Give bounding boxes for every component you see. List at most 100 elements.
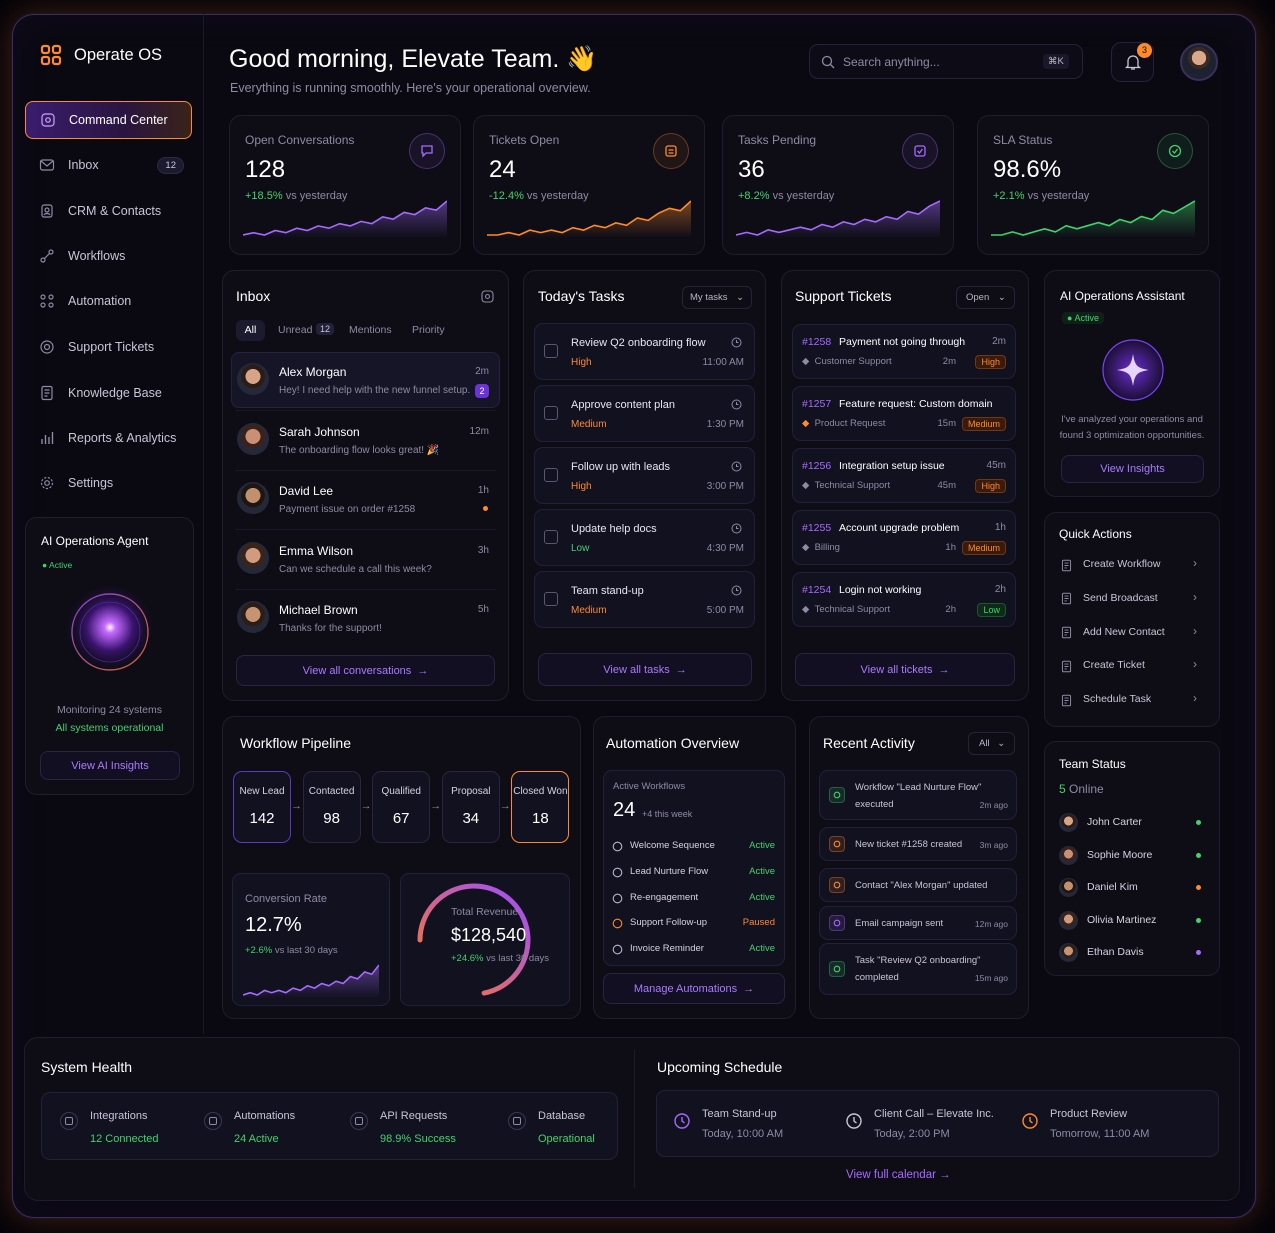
tasks-filter-dropdown[interactable]: My tasks ⌄ xyxy=(682,286,752,309)
team-member-name: Ethan Davis xyxy=(1087,946,1144,958)
ticket-title: Feature request: Custom domain xyxy=(839,398,993,410)
view-full-calendar-link[interactable]: View full calendar → xyxy=(846,1169,951,1181)
task-item[interactable] xyxy=(534,323,755,380)
task-time: 1:30 PM xyxy=(706,419,744,430)
quick-action-label: Schedule Task xyxy=(1083,693,1152,706)
priority-badge: Medium xyxy=(961,541,1006,555)
task-checkbox[interactable] xyxy=(544,406,558,420)
sidebar-item-label: Settings xyxy=(68,476,114,491)
sidebar-item-workflows[interactable]: Workflows xyxy=(25,237,192,275)
activity-filter-dropdown[interactable]: All ⌄ xyxy=(968,732,1015,755)
sidebar-item-command-center[interactable]: Command Center xyxy=(25,101,192,139)
activity-item[interactable] xyxy=(819,943,1017,995)
view-all-conversations-button[interactable]: View all conversations → xyxy=(236,655,495,686)
user-avatar[interactable] xyxy=(1180,43,1218,81)
conversation-item[interactable] xyxy=(231,471,500,527)
conversation-preview: Thanks for the support! xyxy=(279,623,382,634)
pipeline-stage[interactable] xyxy=(233,771,291,843)
tab-all[interactable]: All xyxy=(236,320,265,341)
mail-icon xyxy=(39,159,55,171)
task-item[interactable] xyxy=(534,509,755,566)
avatar xyxy=(1059,813,1078,832)
conversation-item[interactable] xyxy=(231,590,500,646)
assistant-text-line2: found 3 optimization opportunities. xyxy=(1059,430,1205,441)
avatar xyxy=(237,363,269,395)
conversation-item[interactable] xyxy=(231,412,500,468)
sidebar-item-settings[interactable]: Settings xyxy=(25,464,192,502)
tickets-filter-dropdown[interactable]: Open ⌄ xyxy=(956,286,1015,309)
conversation-item[interactable] xyxy=(231,531,500,587)
search-input[interactable] xyxy=(809,44,1083,79)
automations-icon xyxy=(204,1112,222,1130)
view-all-tickets-button[interactable]: View all tickets → xyxy=(795,653,1015,686)
sidebar-item-reports-analytics[interactable]: Reports & Analytics xyxy=(25,419,192,457)
quick-action-label: Send Broadcast xyxy=(1083,591,1158,604)
tab-unread[interactable]: Unread xyxy=(278,324,313,336)
agent-state: All systems operational xyxy=(55,722,164,734)
activity-text: Workflow "Lead Nurture Flow" xyxy=(855,782,982,793)
tab-priority[interactable]: Priority xyxy=(412,324,445,336)
presence-dot xyxy=(1196,885,1201,890)
activity-item[interactable] xyxy=(819,827,1017,861)
task-checkbox[interactable] xyxy=(544,530,558,544)
task-item[interactable] xyxy=(534,385,755,442)
ticket-item[interactable] xyxy=(792,324,1016,379)
team-title: Team Status xyxy=(1059,757,1126,771)
quick-action-label: Create Ticket xyxy=(1083,659,1145,672)
health-label: Automations xyxy=(234,1110,296,1122)
pipeline-stage[interactable] xyxy=(302,771,361,843)
task-checkbox[interactable] xyxy=(544,344,558,358)
view-ai-insights-button[interactable]: View AI Insights xyxy=(40,751,180,780)
clock-icon xyxy=(731,585,742,596)
sidebar-item-crm-contacts[interactable]: CRM & Contacts xyxy=(25,192,192,230)
sidebar-item-support-tickets[interactable]: Support Tickets xyxy=(25,328,192,366)
activity-item[interactable] xyxy=(819,770,1017,820)
pipeline-stage[interactable] xyxy=(441,771,500,843)
view-insights-button[interactable]: View Insights xyxy=(1061,455,1204,483)
activity-icon xyxy=(829,836,845,852)
ticket-item[interactable] xyxy=(792,448,1016,503)
tab-mentions[interactable]: Mentions xyxy=(349,324,392,336)
ticket-item[interactable] xyxy=(792,510,1016,565)
task-item[interactable] xyxy=(534,447,755,504)
sidebar-item-automation[interactable]: Automation xyxy=(25,282,192,320)
ticket-item[interactable] xyxy=(792,572,1016,627)
pipeline-stage[interactable] xyxy=(511,771,570,843)
app-name: Operate OS xyxy=(74,46,163,64)
settings-icon[interactable] xyxy=(480,289,494,303)
conversation-preview: Can we schedule a call this week? xyxy=(279,563,432,575)
sidebar-item-inbox[interactable]: Inbox 12 xyxy=(25,146,192,184)
divider xyxy=(235,469,496,471)
task-checkbox[interactable] xyxy=(544,468,558,482)
team-member-name: John Carter xyxy=(1087,816,1142,828)
sparkline-area xyxy=(243,965,379,998)
ticket-item[interactable] xyxy=(792,386,1016,441)
ticket-category: ◆ Product Request xyxy=(802,418,886,429)
activity-time: 12m ago xyxy=(974,919,1008,929)
conversion-value: 12.7% xyxy=(245,914,302,936)
book-icon xyxy=(41,385,53,400)
avatar xyxy=(1059,845,1078,865)
task-item[interactable] xyxy=(534,571,755,628)
workflow-item-icon xyxy=(612,867,623,878)
activity-text-line2: completed xyxy=(855,972,899,983)
workflow-status: Active xyxy=(749,865,775,877)
gear-icon xyxy=(40,477,54,490)
ticket-id: #1257 xyxy=(802,398,832,410)
revenue-delta: +24.6% vs last 30 days xyxy=(451,953,549,964)
pipeline-stage[interactable] xyxy=(372,771,431,843)
activity-item[interactable] xyxy=(819,906,1017,940)
activity-item[interactable] xyxy=(819,868,1017,902)
conversation-preview: Payment issue on order #1258 xyxy=(279,504,416,515)
presence-dot xyxy=(1196,820,1201,825)
sidebar-item-knowledge-base[interactable]: Knowledge Base xyxy=(25,374,192,412)
conversation-item[interactable] xyxy=(231,352,500,408)
task-time: 5:00 PM xyxy=(706,605,744,616)
task-checkbox[interactable] xyxy=(544,592,558,606)
manage-automations-button[interactable]: Manage Automations → xyxy=(603,973,785,1004)
task-priority: Low xyxy=(571,543,590,554)
inbox-count-badge: 12 xyxy=(157,156,184,174)
task-priority: High xyxy=(571,357,592,368)
sparkline-line xyxy=(991,200,1195,236)
view-all-tasks-button[interactable]: View all tasks → xyxy=(538,653,752,686)
